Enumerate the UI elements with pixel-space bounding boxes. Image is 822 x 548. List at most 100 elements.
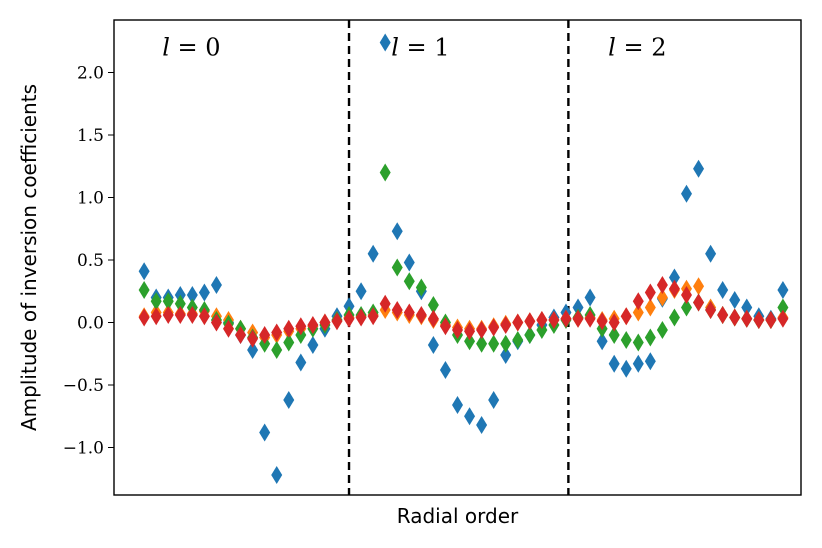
data-point: [488, 318, 500, 337]
data-point: [681, 298, 692, 317]
data-point: [210, 313, 222, 332]
data-point: [343, 309, 355, 328]
data-point: [464, 332, 476, 351]
data-point: [403, 303, 415, 322]
data-point: [596, 312, 608, 331]
data-point: [632, 354, 644, 373]
data-point: [379, 33, 391, 52]
y-tick-label: 0.0: [77, 314, 104, 334]
data-point: [524, 312, 536, 331]
region-label: l = 2: [608, 34, 666, 62]
data-point: [512, 331, 524, 349]
y-axis: −1.0 −0.5 0.0 0.5 1.0 1.5 2.0: [63, 64, 114, 459]
data-point: [295, 353, 307, 372]
data-point: [367, 307, 379, 326]
data-point: [223, 319, 234, 338]
data-point: [644, 283, 656, 302]
data-point: [717, 281, 729, 299]
data-point: [488, 334, 500, 353]
y-tick-label: 0.5: [77, 251, 104, 271]
data-point: [307, 316, 319, 334]
data-point: [572, 309, 584, 328]
data-point: [439, 317, 451, 336]
data-point: [693, 159, 705, 178]
data-point: [632, 303, 644, 322]
data-point: [620, 307, 632, 326]
data-point: [186, 306, 198, 324]
data-point: [476, 334, 488, 353]
plot-frame: [113, 19, 802, 496]
data-point: [765, 311, 777, 329]
y-tick-label: 1.0: [77, 189, 104, 209]
data-point: [319, 313, 331, 332]
data-point: [150, 292, 162, 311]
data-point: [476, 416, 488, 434]
data-point: [415, 278, 427, 297]
data-point: [777, 309, 789, 328]
data-point: [753, 311, 765, 329]
data-point: [596, 332, 608, 351]
data-point: [174, 306, 186, 324]
data-point: [656, 288, 668, 307]
data-point: [777, 298, 789, 317]
data-point: [560, 309, 572, 328]
data-point: [620, 359, 632, 378]
data-point: [415, 306, 427, 324]
data-point: [524, 326, 536, 344]
data-point: [210, 276, 222, 294]
data-point: [355, 282, 367, 301]
data-point: [584, 309, 596, 328]
y-tick-label: 1.5: [77, 126, 104, 146]
data-points: [138, 33, 789, 484]
region-label: l = 1: [391, 34, 449, 62]
data-point: [427, 296, 439, 314]
data-point: [259, 423, 271, 442]
y-tick-label: −1.0: [63, 439, 104, 459]
data-point: [403, 253, 415, 272]
data-point: [777, 281, 789, 299]
data-point: [488, 391, 500, 409]
data-point: [198, 307, 210, 326]
data-point: [464, 407, 476, 426]
data-point: [271, 341, 283, 359]
data-point: [536, 311, 548, 329]
data-point: [693, 277, 705, 296]
data-point: [391, 301, 403, 319]
y-tick-label: −0.5: [63, 376, 104, 396]
data-point: [705, 301, 717, 319]
data-point: [403, 272, 415, 291]
data-point: [681, 286, 692, 304]
data-point: [656, 276, 668, 294]
annotations: l = 0 l = 1 l = 2: [162, 34, 666, 62]
data-point: [162, 306, 174, 324]
region-label: l = 0: [162, 34, 220, 62]
data-point: [656, 321, 668, 339]
data-point: [427, 336, 439, 354]
data-point: [391, 222, 403, 241]
data-point: [198, 283, 210, 302]
data-point: [705, 244, 717, 263]
data-point: [620, 331, 632, 349]
data-point: [452, 321, 463, 339]
data-point: [512, 313, 524, 332]
data-point: [572, 298, 584, 317]
data-point: [500, 346, 512, 364]
data-point: [138, 308, 150, 327]
data-point: [283, 391, 295, 409]
data-point: [717, 306, 729, 324]
data-point: [500, 316, 512, 334]
data-point: [186, 286, 198, 304]
data-point: [693, 293, 705, 312]
data-point: [741, 298, 753, 317]
y-axis-label: Amplitude of inversion coefficients: [17, 84, 41, 431]
data-point: [391, 258, 403, 277]
data-point: [681, 184, 692, 203]
data-point: [668, 268, 680, 287]
data-point: [668, 308, 680, 327]
data-point: [668, 279, 680, 298]
data-point: [729, 291, 741, 309]
x-axis-label: Radial order: [397, 504, 519, 528]
data-point: [644, 298, 656, 317]
data-point: [644, 352, 656, 371]
data-point: [367, 244, 379, 263]
